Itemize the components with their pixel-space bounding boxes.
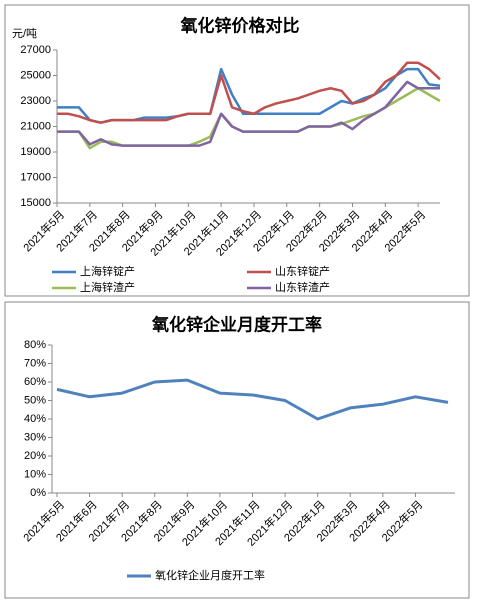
chart-title: 氧化锌企业月度开工率 xyxy=(151,314,322,334)
series-line xyxy=(57,61,441,124)
chart-frame xyxy=(4,301,470,599)
series-line xyxy=(57,80,440,147)
y-tick-label: 10% xyxy=(24,468,46,480)
legend-label: 山东锌渣产 xyxy=(275,280,330,294)
y-tick-label: 20% xyxy=(24,450,46,462)
y-tick-label: 15000 xyxy=(20,197,51,209)
legend-label: 山东锌锭产 xyxy=(275,264,330,278)
y-tick-label: 27000 xyxy=(20,44,51,56)
chart-title: 氧化锌价格对比 xyxy=(180,15,300,35)
series-line xyxy=(56,378,449,421)
y-tick-label: 50% xyxy=(24,394,46,406)
y-tick-label: 0% xyxy=(30,487,46,499)
legend-label: 氧化锌企业月度开工率 xyxy=(155,568,265,582)
y-tick-label: 17000 xyxy=(20,171,51,183)
y-tick-label: 80% xyxy=(24,339,46,351)
chart-frame xyxy=(4,4,470,297)
y-tick-label: 21000 xyxy=(20,120,51,132)
y-tick-label: 19000 xyxy=(20,146,51,158)
legend-label: 上海锌锭产 xyxy=(80,264,135,278)
y-tick-label: 23000 xyxy=(20,95,51,107)
y-tick-label: 30% xyxy=(24,431,46,443)
y-tick-label: 40% xyxy=(24,413,46,425)
y-axis-label: 元/吨 xyxy=(12,27,37,40)
y-tick-label: 60% xyxy=(24,376,46,388)
legend-label: 上海锌渣产 xyxy=(80,280,135,294)
y-tick-label: 70% xyxy=(24,357,46,369)
y-tick-label: 25000 xyxy=(20,69,51,81)
